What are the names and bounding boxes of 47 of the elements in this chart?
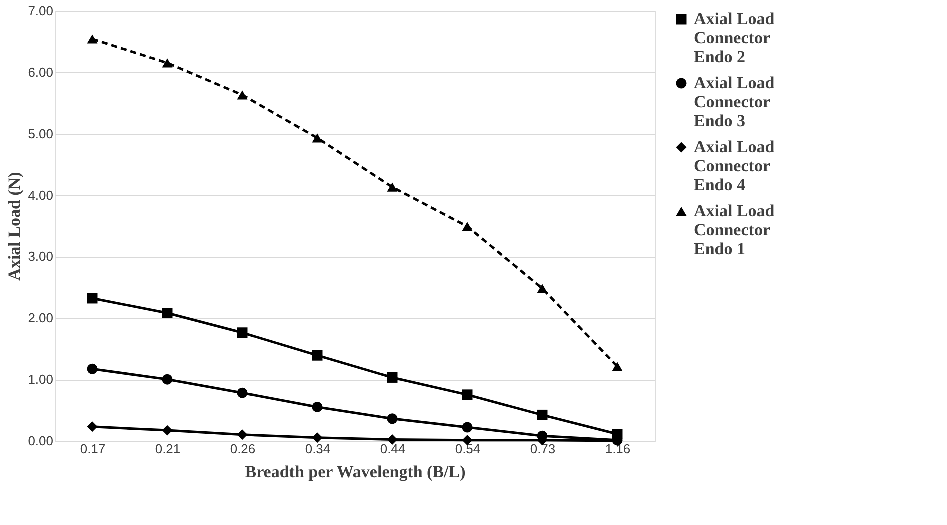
- point: [87, 422, 98, 432]
- legend-label: Axial Load Connector Endo 1: [694, 202, 776, 258]
- x-tick-label: 0.54: [455, 442, 481, 456]
- x-tick-label: 0.21: [155, 442, 181, 456]
- y-tick-label: 6.00: [28, 64, 54, 80]
- point: [162, 425, 173, 436]
- x-axis-title: Breadth per Wavelength (B/L): [245, 462, 466, 482]
- y-tick-label: 4.00: [28, 188, 54, 203]
- y-tick-label: 0.00: [28, 434, 54, 448]
- point: [87, 293, 98, 304]
- point: [87, 364, 98, 374]
- legend-label: Axial Load Connector Endo 4: [694, 138, 776, 194]
- point: [162, 58, 173, 68]
- point: [162, 308, 173, 318]
- point: [312, 134, 323, 143]
- x-tick-label: 1.16: [605, 442, 631, 456]
- y-tick-label: 3.00: [28, 249, 54, 264]
- legend-label: Axial Load Connector Endo 2: [694, 10, 776, 66]
- point: [612, 362, 623, 372]
- x-tick-label: 0.26: [230, 442, 256, 456]
- x-tick-label: 0.73: [530, 442, 556, 456]
- point: [312, 350, 323, 361]
- point: [387, 414, 398, 424]
- y-tick-label: 7.00: [28, 4, 54, 18]
- point: [537, 284, 548, 294]
- x-tick-label: 0.34: [305, 442, 331, 456]
- point: [312, 432, 323, 444]
- point: [387, 182, 398, 192]
- point: [237, 328, 248, 338]
- y-tick-label: 1.00: [28, 372, 54, 388]
- point: [237, 90, 248, 100]
- y-tick-label: 2.00: [28, 310, 54, 326]
- point: [462, 422, 473, 433]
- x-tick-label: 0.44: [380, 442, 406, 456]
- point: [237, 388, 248, 398]
- point: [537, 410, 548, 420]
- point: [462, 390, 473, 400]
- x-tick-label: 0.17: [80, 442, 106, 456]
- y-axis-title: Axial Load (N): [5, 172, 24, 281]
- point: [87, 34, 98, 44]
- point: [462, 222, 473, 232]
- legend-label: Axial Load Connector Endo 3: [694, 74, 776, 130]
- point: [387, 372, 398, 383]
- point: [237, 430, 248, 440]
- point: [312, 402, 323, 412]
- point: [162, 374, 173, 385]
- y-tick-label: 5.00: [28, 126, 54, 142]
